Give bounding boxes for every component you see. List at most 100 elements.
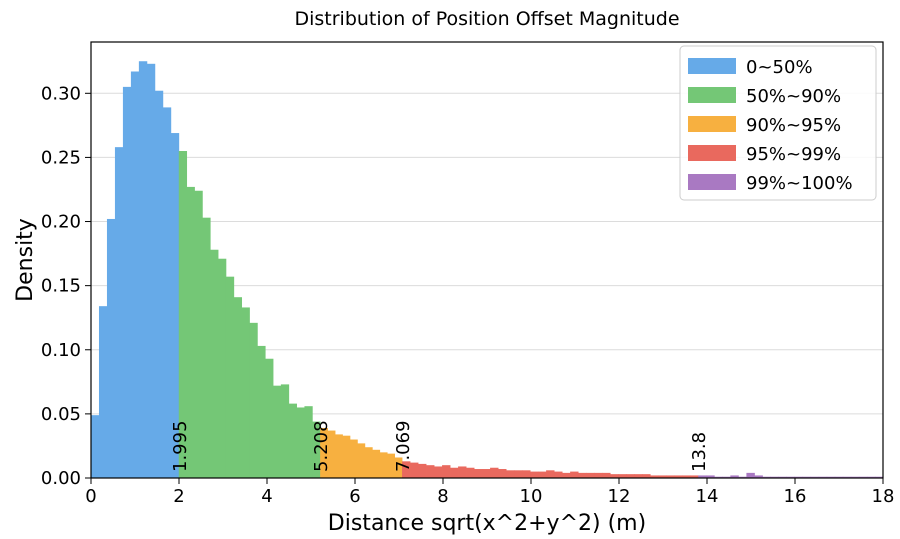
- histogram-bar: [162, 107, 172, 479]
- histogram-bar: [379, 452, 388, 478]
- legend-swatch: [688, 174, 736, 190]
- histogram-bar: [304, 406, 313, 478]
- histogram-bar: [349, 439, 358, 478]
- y-tick-label: 0.15: [41, 276, 81, 297]
- histogram-bar: [586, 472, 595, 478]
- legend-label: 95%~99%: [746, 144, 841, 165]
- y-tick-label: 0.20: [41, 212, 81, 233]
- legend-label: 99%~100%: [746, 173, 853, 194]
- histogram-bar: [866, 476, 876, 478]
- plot-frame: [90, 41, 884, 479]
- histogram-bar: [233, 297, 243, 478]
- x-tick-label: 10: [520, 486, 543, 507]
- x-tick-label: 18: [872, 486, 895, 507]
- histogram-bar: [714, 476, 723, 478]
- histogram-bar: [241, 307, 250, 478]
- histogram-bar: [874, 476, 884, 478]
- histogram-bar: [296, 407, 305, 478]
- ticks-layer: 0.00 0.05 0.10 0.15 0.20 0.25 0.30 0 2 4 6 8 10 12 14 1…: [41, 83, 895, 507]
- histogram-bar: [818, 476, 828, 478]
- legend-label: 90%~95%: [746, 115, 841, 136]
- histogram-bar: [490, 467, 499, 478]
- y-axis-label: Density: [13, 218, 38, 302]
- histogram-bar: [826, 476, 836, 478]
- histogram-bar: [91, 415, 100, 478]
- histogram-bar: [746, 472, 755, 478]
- legend-swatch: [688, 145, 736, 161]
- histogram-bar: [178, 151, 188, 478]
- histogram-bar: [762, 476, 771, 478]
- histogram-bar: [570, 471, 579, 478]
- histogram-bar: [578, 472, 587, 478]
- histogram-bar: [698, 475, 707, 478]
- histogram-bar: [442, 465, 451, 478]
- y-tick-label: 0.10: [41, 340, 81, 361]
- quantile-annotation: 5.208: [311, 420, 332, 472]
- histogram-bar: [288, 403, 297, 478]
- histogram-bar: [154, 90, 164, 479]
- quantile-annotation: 13.8: [689, 432, 710, 472]
- histogram-bar: [786, 476, 796, 478]
- histogram-bar: [327, 430, 336, 478]
- histogram-bar: [98, 306, 108, 478]
- histogram-bar: [106, 218, 116, 478]
- histogram-bar: [658, 475, 667, 478]
- histogram-bar: [342, 435, 351, 478]
- histogram-bar: [458, 466, 467, 478]
- histogram-bar: [402, 461, 411, 478]
- legend-swatch: [688, 116, 736, 132]
- histogram-bar: [522, 470, 531, 478]
- x-tick-label: 4: [261, 486, 272, 507]
- histogram-bar: [794, 476, 804, 478]
- histogram-bar: [770, 476, 779, 478]
- x-tick-label: 12: [608, 486, 631, 507]
- y-tick-label: 0.30: [41, 83, 81, 104]
- histogram-bar: [802, 476, 812, 478]
- histogram-bar: [546, 470, 555, 478]
- histogram-bar: [394, 457, 403, 478]
- y-tick-label: 0.25: [41, 147, 81, 168]
- histogram-bar: [706, 475, 715, 478]
- histogram-bar: [114, 147, 124, 478]
- histogram-bar: [170, 133, 180, 478]
- histogram-bar: [387, 453, 395, 478]
- histogram-bar: [312, 421, 321, 478]
- y-tick-label: 0.05: [41, 404, 81, 425]
- legend: 0~50% 50%~90% 90%~95% 95%~99% 99%~100%: [679, 45, 877, 201]
- legend-label: 50%~90%: [746, 86, 841, 107]
- histogram-bar: [225, 276, 235, 478]
- x-tick-label: 14: [696, 486, 719, 507]
- annotation-layer: 1.995 5.208 7.069 13.8: [170, 420, 710, 472]
- histogram-bar: [618, 474, 627, 478]
- histogram-bar: [514, 470, 523, 478]
- histogram-bar: [530, 471, 539, 478]
- histogram-bar: [602, 472, 611, 478]
- histogram-bar: [130, 71, 140, 479]
- legend-swatch: [688, 58, 736, 74]
- histogram-bar: [650, 475, 659, 478]
- histogram-bar: [674, 475, 683, 478]
- chart-title: Distribution of Position Offset Magnitud…: [294, 8, 679, 30]
- histogram-bar: [498, 469, 507, 478]
- histogram-bar: [682, 475, 691, 478]
- quantile-annotation: 7.069: [393, 420, 414, 472]
- histogram-bar: [562, 472, 571, 478]
- histogram-bar: [810, 476, 820, 478]
- x-tick-label: 2: [173, 486, 184, 507]
- histogram-bar: [506, 470, 515, 478]
- histogram-bar: [122, 86, 132, 478]
- histogram-bar: [194, 190, 203, 479]
- histogram-bar: [594, 472, 603, 478]
- histogram-bar: [642, 474, 651, 478]
- histogram-bar: [273, 385, 282, 478]
- histogram-bar: [357, 443, 366, 478]
- histogram-bar: [418, 463, 427, 478]
- histogram-bar: [610, 474, 619, 478]
- histogram-bar: [364, 447, 373, 478]
- histogram-bar: [690, 475, 699, 478]
- histogram-bar: [372, 449, 381, 478]
- histogram-bar: [842, 476, 852, 478]
- histogram-bar: [146, 63, 156, 479]
- histogram-bar: [730, 475, 739, 478]
